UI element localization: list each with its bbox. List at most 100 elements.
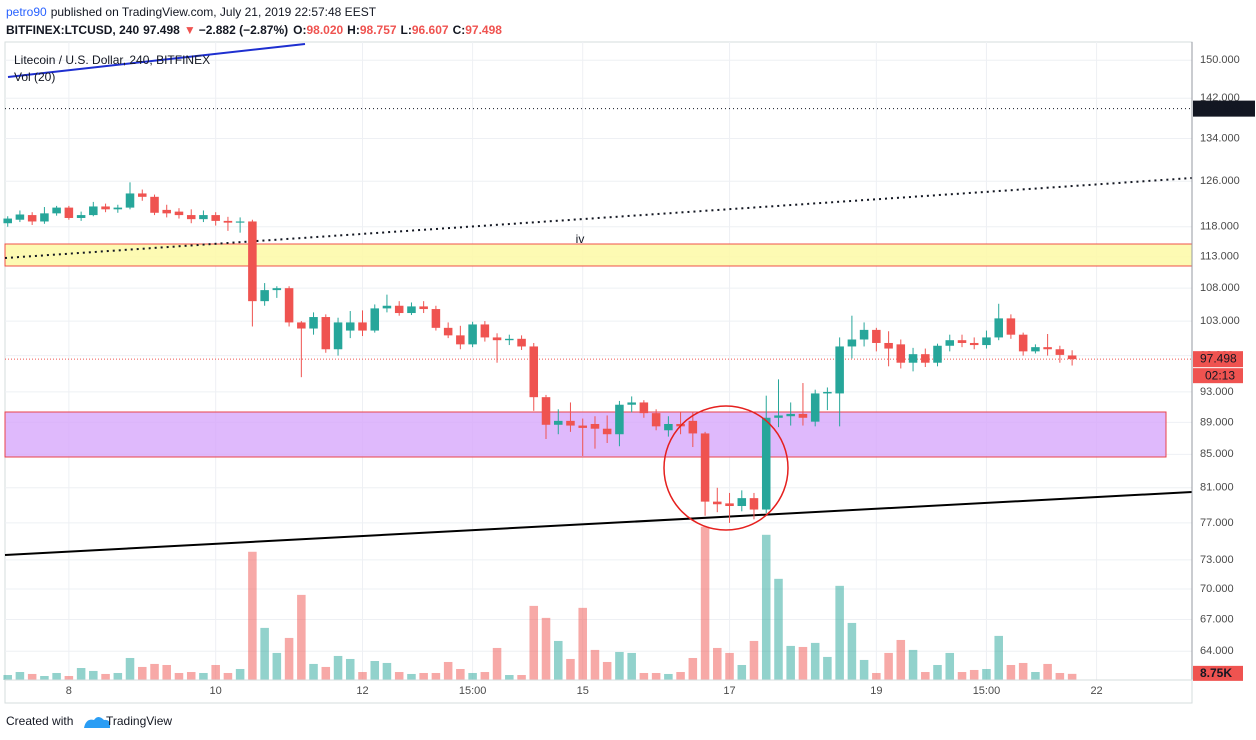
candle-body bbox=[590, 423, 600, 429]
volume-bar bbox=[994, 635, 1003, 680]
volume-bar bbox=[676, 672, 685, 680]
volume-bar bbox=[896, 639, 906, 680]
candle-body bbox=[223, 220, 233, 223]
candle-body bbox=[651, 413, 661, 427]
ohlc-value: 98.757 bbox=[360, 23, 397, 37]
volume-bar bbox=[908, 649, 918, 680]
volume-bar bbox=[774, 578, 783, 680]
candle-body bbox=[957, 340, 967, 343]
volume-bar bbox=[345, 658, 355, 680]
x-tick-label: 17 bbox=[723, 685, 735, 697]
volume-pane bbox=[3, 526, 1077, 680]
candle-body bbox=[982, 337, 991, 346]
author[interactable]: petro90 bbox=[6, 5, 47, 19]
candle-body bbox=[505, 338, 514, 341]
candle-body bbox=[382, 305, 392, 309]
candle-body bbox=[737, 498, 747, 507]
candle-body bbox=[713, 501, 722, 505]
candle-body bbox=[847, 339, 857, 347]
y-tick-label: 64.000 bbox=[1200, 645, 1234, 657]
ohlc-label: C: bbox=[453, 23, 466, 37]
candle-body bbox=[1043, 347, 1052, 350]
wave-label: iv bbox=[576, 232, 585, 246]
candle-body bbox=[1006, 318, 1016, 335]
publish-line: petro90 published on TradingView.com, Jul… bbox=[6, 5, 377, 19]
volume-bar bbox=[1043, 663, 1052, 680]
candle-body bbox=[664, 423, 673, 431]
volume-bar bbox=[431, 672, 441, 680]
candle-body bbox=[969, 342, 979, 346]
candle-body bbox=[272, 288, 282, 291]
candle-body bbox=[480, 324, 490, 338]
volume-bar bbox=[700, 526, 710, 680]
volume-bar bbox=[27, 673, 37, 680]
candle-body bbox=[76, 215, 86, 218]
candle-body bbox=[945, 340, 955, 346]
ohlc-value: 96.607 bbox=[412, 23, 449, 37]
candle-body bbox=[1067, 355, 1077, 360]
candle-body bbox=[138, 193, 147, 197]
volume-bar bbox=[1067, 673, 1077, 680]
change-arrow: ▼ bbox=[184, 23, 196, 37]
candle-body bbox=[248, 221, 257, 302]
volume-bar bbox=[52, 672, 61, 680]
volume-bar bbox=[223, 672, 233, 680]
volume-bar bbox=[639, 672, 649, 680]
candle-body bbox=[517, 338, 526, 347]
candle-body bbox=[309, 317, 318, 329]
volume-bar bbox=[1018, 662, 1028, 680]
legend-title: Litecoin / U.S. Dollar, 240, BITFINEX bbox=[14, 53, 210, 67]
last-price-text: 97.498 bbox=[1200, 351, 1237, 365]
candle-body bbox=[345, 322, 355, 331]
volume-bar bbox=[1031, 672, 1040, 680]
footer-brand[interactable]: TradingView bbox=[106, 714, 172, 728]
volume-bar bbox=[199, 672, 208, 680]
candle-body bbox=[859, 329, 869, 340]
volume-bar bbox=[688, 657, 698, 680]
candle-body bbox=[89, 206, 98, 216]
x-tick-label: 19 bbox=[870, 685, 882, 697]
volume-bar bbox=[578, 607, 587, 680]
volume-bar bbox=[419, 672, 428, 680]
volume-bar bbox=[713, 647, 722, 680]
volume-bar bbox=[480, 672, 490, 680]
candle-body bbox=[884, 342, 893, 349]
volume-tag bbox=[1193, 665, 1243, 681]
candle-body bbox=[554, 420, 563, 425]
candle-body bbox=[994, 318, 1003, 338]
candle-body bbox=[407, 306, 416, 314]
y-tick-label: 118.000 bbox=[1200, 221, 1239, 233]
candle-body bbox=[260, 290, 269, 302]
candle-body bbox=[725, 503, 734, 507]
volume-bar bbox=[358, 672, 367, 680]
candle-body bbox=[333, 322, 343, 350]
volume-bar bbox=[138, 666, 147, 680]
volume-bar bbox=[859, 659, 869, 680]
candle-body bbox=[27, 215, 37, 222]
volume-bar bbox=[921, 672, 930, 680]
countdown-text: 02:13 bbox=[1205, 368, 1235, 382]
candle-body bbox=[456, 335, 465, 345]
footer-text: Created with bbox=[6, 714, 73, 728]
candle-body bbox=[823, 391, 832, 394]
volume-bar bbox=[541, 617, 551, 680]
volume-tag-text: 8.75K bbox=[1200, 666, 1232, 680]
volume-bar bbox=[443, 661, 453, 680]
volume-bar bbox=[725, 652, 734, 680]
volume-bar bbox=[89, 670, 98, 680]
candle-body bbox=[174, 211, 184, 216]
candle-body bbox=[688, 420, 698, 434]
price-tag-text: 139.899 bbox=[1200, 101, 1244, 115]
candle-body bbox=[211, 215, 220, 221]
y-tick-label: 126.000 bbox=[1200, 175, 1240, 187]
y-tick-label: 150.000 bbox=[1200, 54, 1240, 66]
volume-bar bbox=[810, 642, 820, 680]
candle-body bbox=[529, 346, 539, 398]
candle-body bbox=[615, 404, 624, 435]
candle-body bbox=[162, 209, 171, 214]
y-tick-label: 108.000 bbox=[1200, 282, 1240, 294]
volume-bar bbox=[554, 640, 563, 680]
volume-bar bbox=[492, 647, 502, 680]
volume-bar bbox=[162, 664, 171, 680]
